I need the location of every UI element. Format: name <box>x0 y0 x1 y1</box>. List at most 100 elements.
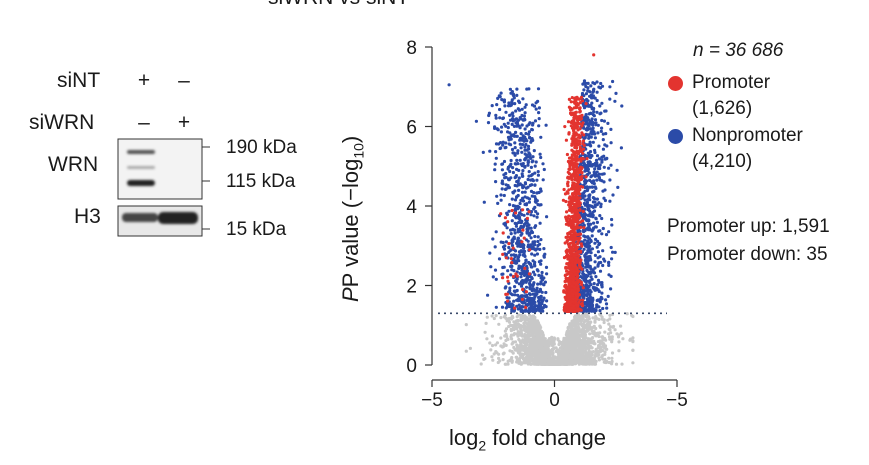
nonpromoter-point <box>591 205 595 209</box>
nonpromoter-point <box>529 283 533 287</box>
nonpromoter-point <box>588 272 592 276</box>
nonpromoter-point <box>519 249 523 253</box>
nonpromoter-point <box>603 198 608 203</box>
nonpromoter-point <box>542 247 546 251</box>
nonpromoter-point <box>539 135 543 139</box>
nonsignificant-point <box>560 351 565 355</box>
nonpromoter-point <box>511 191 515 195</box>
nonpromoter-point <box>516 236 520 240</box>
nonpromoter-point <box>539 238 543 242</box>
nonpromoter-point <box>498 116 502 120</box>
nonsignificant-point <box>585 362 589 366</box>
nonsignificant-point <box>527 313 532 317</box>
nonpromoter-point <box>528 287 532 291</box>
nonpromoter-point <box>532 214 536 218</box>
nonpromoter-point <box>518 201 522 206</box>
promoter-point <box>574 165 578 169</box>
siwrn-lane1-sign: – <box>138 111 150 134</box>
nonpromoter-point <box>590 185 594 189</box>
nonpromoter-point <box>519 226 523 230</box>
nonpromoter-point <box>526 144 531 148</box>
nonsignificant-point <box>606 318 610 322</box>
nonsignificant-point <box>523 344 527 348</box>
nonpromoter-point <box>535 215 539 219</box>
nonsignificant-point <box>534 362 538 366</box>
nonsignificant-point <box>539 338 543 342</box>
nonpromoter-point <box>590 229 594 233</box>
nonpromoter-point <box>515 124 519 128</box>
nonpromoter-point <box>582 247 586 251</box>
nonpromoter-point <box>533 183 537 187</box>
nonpromoter-point <box>531 305 535 309</box>
promoter-point <box>567 172 572 176</box>
nonpromoter-point <box>532 149 536 153</box>
nonpromoter-point <box>504 183 508 187</box>
nonpromoter-point <box>588 161 592 165</box>
nonsignificant-point <box>598 324 602 328</box>
nonpromoter-point <box>613 99 617 103</box>
nonpromoter-point <box>597 261 601 265</box>
nonpromoter-point <box>536 212 540 216</box>
nonsignificant-point <box>593 359 597 363</box>
nonsignificant-point <box>511 333 516 337</box>
nonsignificant-point <box>490 314 494 318</box>
nonpromoter-point <box>540 308 544 312</box>
nonsignificant-point <box>588 332 592 336</box>
nonsignificant-point <box>536 359 540 363</box>
nonpromoter-point <box>515 277 519 281</box>
nonpromoter-point <box>583 238 587 242</box>
nonsignificant-point <box>590 359 594 363</box>
nonpromoter-point <box>520 305 524 309</box>
nonsignificant-point <box>567 330 571 334</box>
nonsignificant-point <box>504 332 508 337</box>
nonsignificant-point <box>585 318 589 322</box>
nonpromoter-point <box>583 308 588 313</box>
promoter-point <box>570 96 574 100</box>
nonpromoter-point <box>610 223 614 227</box>
promoter-point <box>581 147 586 151</box>
nonpromoter-point <box>501 245 506 249</box>
nonpromoter-point <box>545 272 549 276</box>
nonsignificant-point <box>509 329 513 333</box>
nonpromoter-point <box>599 81 603 86</box>
nonpromoter-point <box>519 233 523 237</box>
nonpromoter-point <box>541 178 545 182</box>
nonpromoter-point <box>536 170 540 174</box>
nonpromoter-point <box>494 156 498 160</box>
nonsignificant-point <box>603 350 607 354</box>
nonpromoter-point <box>523 127 527 131</box>
nonpromoter-point <box>525 224 529 228</box>
nonsignificant-point <box>542 336 546 340</box>
nonpromoter-point <box>579 275 583 279</box>
nonpromoter-point <box>576 230 580 234</box>
nonpromoter-point <box>533 164 537 168</box>
nonpromoter-point <box>527 292 532 296</box>
nonpromoter-point <box>615 168 619 172</box>
nonpromoter-point <box>490 104 494 108</box>
nonpromoter-point <box>516 297 520 301</box>
nonsignificant-point <box>611 325 615 329</box>
nonpromoter-point <box>593 167 597 171</box>
nonpromoter-point <box>524 285 529 289</box>
nonsignificant-point <box>594 334 598 338</box>
h3-bands <box>122 212 198 224</box>
nonpromoter-point <box>594 225 598 229</box>
nonpromoter-point <box>598 229 602 233</box>
nonpromoter-point <box>593 96 597 100</box>
nonpromoter-point <box>521 196 525 200</box>
nonpromoter-point <box>594 217 598 221</box>
nonsignificant-point <box>607 335 612 339</box>
nonsignificant-point <box>526 340 530 344</box>
promoter-point <box>565 269 569 273</box>
nonpromoter-point <box>531 155 535 159</box>
nonpromoter-point <box>589 144 593 148</box>
nonpromoter-point <box>588 248 592 252</box>
nonsignificant-point <box>559 354 563 358</box>
nonsignificant-point <box>582 335 587 339</box>
nonpromoter-point <box>537 273 541 277</box>
nonsignificant-point <box>517 361 521 365</box>
nonpromoter-point <box>526 185 530 189</box>
nonsignificant-point <box>575 320 579 324</box>
nonpromoter-point <box>587 284 591 289</box>
promoter-point <box>580 244 584 248</box>
